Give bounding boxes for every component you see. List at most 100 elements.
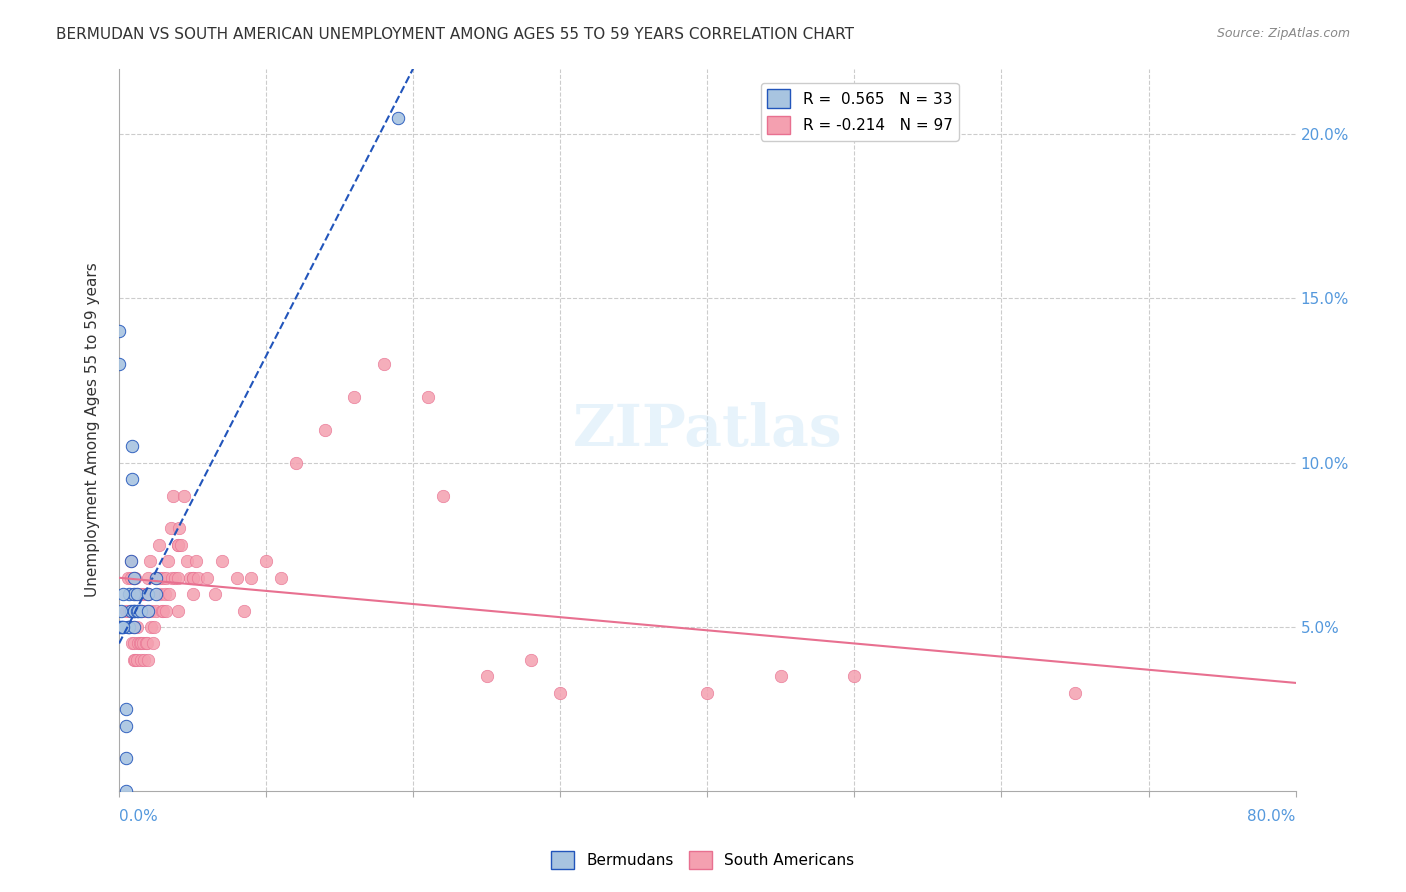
Point	[181, 571, 204, 585]
Point	[135, 636, 157, 650]
Point	[138, 604, 160, 618]
Point	[125, 587, 148, 601]
Point	[204, 587, 226, 601]
Point	[120, 554, 142, 568]
Point	[108, 357, 131, 371]
Point	[125, 587, 148, 601]
Point	[117, 571, 139, 585]
Point	[108, 620, 131, 634]
Point	[118, 620, 141, 634]
Point	[769, 669, 792, 683]
Point	[129, 587, 152, 601]
Point	[118, 604, 141, 618]
Point	[117, 620, 139, 634]
Point	[138, 653, 160, 667]
Point	[135, 604, 157, 618]
Point	[127, 604, 149, 618]
Point	[844, 669, 866, 683]
Point	[181, 571, 204, 585]
Point	[122, 587, 145, 601]
Point	[696, 686, 718, 700]
Point	[112, 620, 135, 634]
Point	[121, 620, 143, 634]
Point	[157, 587, 180, 601]
Point	[387, 111, 409, 125]
Point	[520, 653, 543, 667]
Point	[181, 587, 204, 601]
Point	[475, 669, 498, 683]
Point	[122, 604, 145, 618]
Point	[162, 489, 184, 503]
Point	[111, 620, 134, 634]
Legend: Bermudans, South Americans: Bermudans, South Americans	[546, 845, 860, 875]
Point	[115, 718, 138, 732]
Point	[152, 604, 174, 618]
Point	[125, 604, 148, 618]
Point	[122, 620, 145, 634]
Point	[120, 554, 142, 568]
Point	[121, 636, 143, 650]
Point	[416, 390, 439, 404]
Point	[124, 653, 146, 667]
Point	[108, 324, 131, 338]
Point	[136, 587, 159, 601]
Point	[110, 604, 132, 618]
Point	[145, 571, 167, 585]
Point	[254, 554, 277, 568]
Point	[121, 472, 143, 486]
Point	[122, 653, 145, 667]
Point	[138, 571, 160, 585]
Point	[129, 653, 152, 667]
Point	[148, 538, 170, 552]
Point	[156, 554, 179, 568]
Point	[122, 604, 145, 618]
Point	[122, 604, 145, 618]
Point	[146, 571, 169, 585]
Point	[176, 554, 198, 568]
Text: ZIPatlas: ZIPatlas	[572, 402, 842, 458]
Point	[118, 587, 141, 601]
Point	[128, 636, 150, 650]
Point	[141, 620, 163, 634]
Point	[149, 571, 172, 585]
Point	[122, 587, 145, 601]
Point	[132, 653, 155, 667]
Point	[118, 620, 141, 634]
Point	[131, 636, 153, 650]
Point	[167, 571, 190, 585]
Point	[127, 604, 149, 618]
Point	[120, 604, 142, 618]
Point	[314, 423, 336, 437]
Point	[145, 571, 167, 585]
Point	[373, 357, 395, 371]
Point	[125, 620, 148, 634]
Point	[233, 604, 256, 618]
Point	[115, 751, 138, 765]
Point	[139, 554, 162, 568]
Point	[153, 587, 176, 601]
Point	[129, 604, 152, 618]
Point	[125, 653, 148, 667]
Point	[432, 489, 454, 503]
Point	[173, 489, 195, 503]
Point	[225, 571, 247, 585]
Point	[143, 620, 166, 634]
Point	[112, 587, 135, 601]
Point	[128, 604, 150, 618]
Point	[270, 571, 292, 585]
Point	[136, 636, 159, 650]
Point	[163, 571, 186, 585]
Point	[138, 587, 160, 601]
Point	[159, 521, 181, 535]
Point	[284, 456, 307, 470]
Text: BERMUDAN VS SOUTH AMERICAN UNEMPLOYMENT AMONG AGES 55 TO 59 YEARS CORRELATION CH: BERMUDAN VS SOUTH AMERICAN UNEMPLOYMENT …	[56, 27, 855, 42]
Point	[122, 636, 145, 650]
Text: 0.0%: 0.0%	[120, 809, 157, 824]
Point	[131, 587, 153, 601]
Point	[122, 571, 145, 585]
Point	[145, 587, 167, 601]
Point	[167, 538, 190, 552]
Legend: R =  0.565   N = 33, R = -0.214   N = 97: R = 0.565 N = 33, R = -0.214 N = 97	[761, 83, 959, 141]
Point	[122, 571, 145, 585]
Point	[167, 538, 190, 552]
